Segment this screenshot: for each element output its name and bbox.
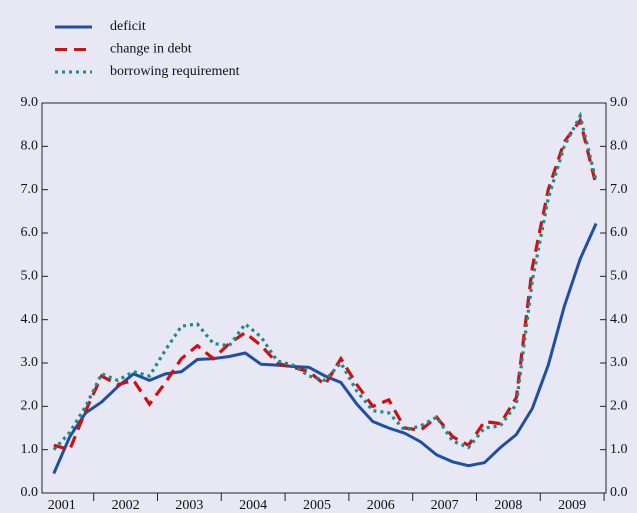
x-tick-label: 2001 [48,498,76,513]
x-tick-label: 2002 [112,498,140,513]
y-tick-label: 0.0 [21,485,39,500]
y2-tick-label: 1.0 [610,442,628,457]
x-tick-label: 2004 [239,498,267,513]
y2-tick-label: 0.0 [610,485,628,500]
y2-tick-label: 7.0 [610,182,628,197]
y2-tick-label: 3.0 [610,355,628,370]
x-tick-label: 2008 [494,498,522,513]
x-tick-label: 2003 [175,498,203,513]
legend-label: borrowing requirement [110,64,240,79]
y-tick-label: 7.0 [21,182,39,197]
y2-tick-label: 8.0 [610,139,628,154]
series-line [53,116,598,452]
y-tick-label: 2.0 [21,399,39,414]
y-tick-label: 4.0 [21,312,39,327]
x-tick-label: 2009 [558,498,586,513]
y2-tick-label: 2.0 [610,399,628,414]
y-tick-label: 3.0 [21,355,39,370]
x-tick-label: 2005 [303,498,331,513]
y2-tick-label: 6.0 [610,225,628,240]
y-tick-label: 6.0 [21,225,39,240]
y2-tick-label: 9.0 [610,95,628,110]
y-tick-label: 8.0 [21,139,39,154]
y-tick-label: 1.0 [21,442,39,457]
y2-tick-label: 5.0 [610,269,628,284]
series-line [52,111,598,451]
legend-label: change in debt [110,42,192,57]
y2-tick-label: 4.0 [610,312,628,327]
x-tick-label: 2007 [431,498,459,513]
x-tick-label: 2006 [367,498,395,513]
plot-frame [41,102,607,494]
y-tick-label: 5.0 [21,269,39,284]
legend-label: deficit [110,19,146,34]
y-tick-label: 9.0 [21,95,39,110]
series-line [52,222,598,475]
